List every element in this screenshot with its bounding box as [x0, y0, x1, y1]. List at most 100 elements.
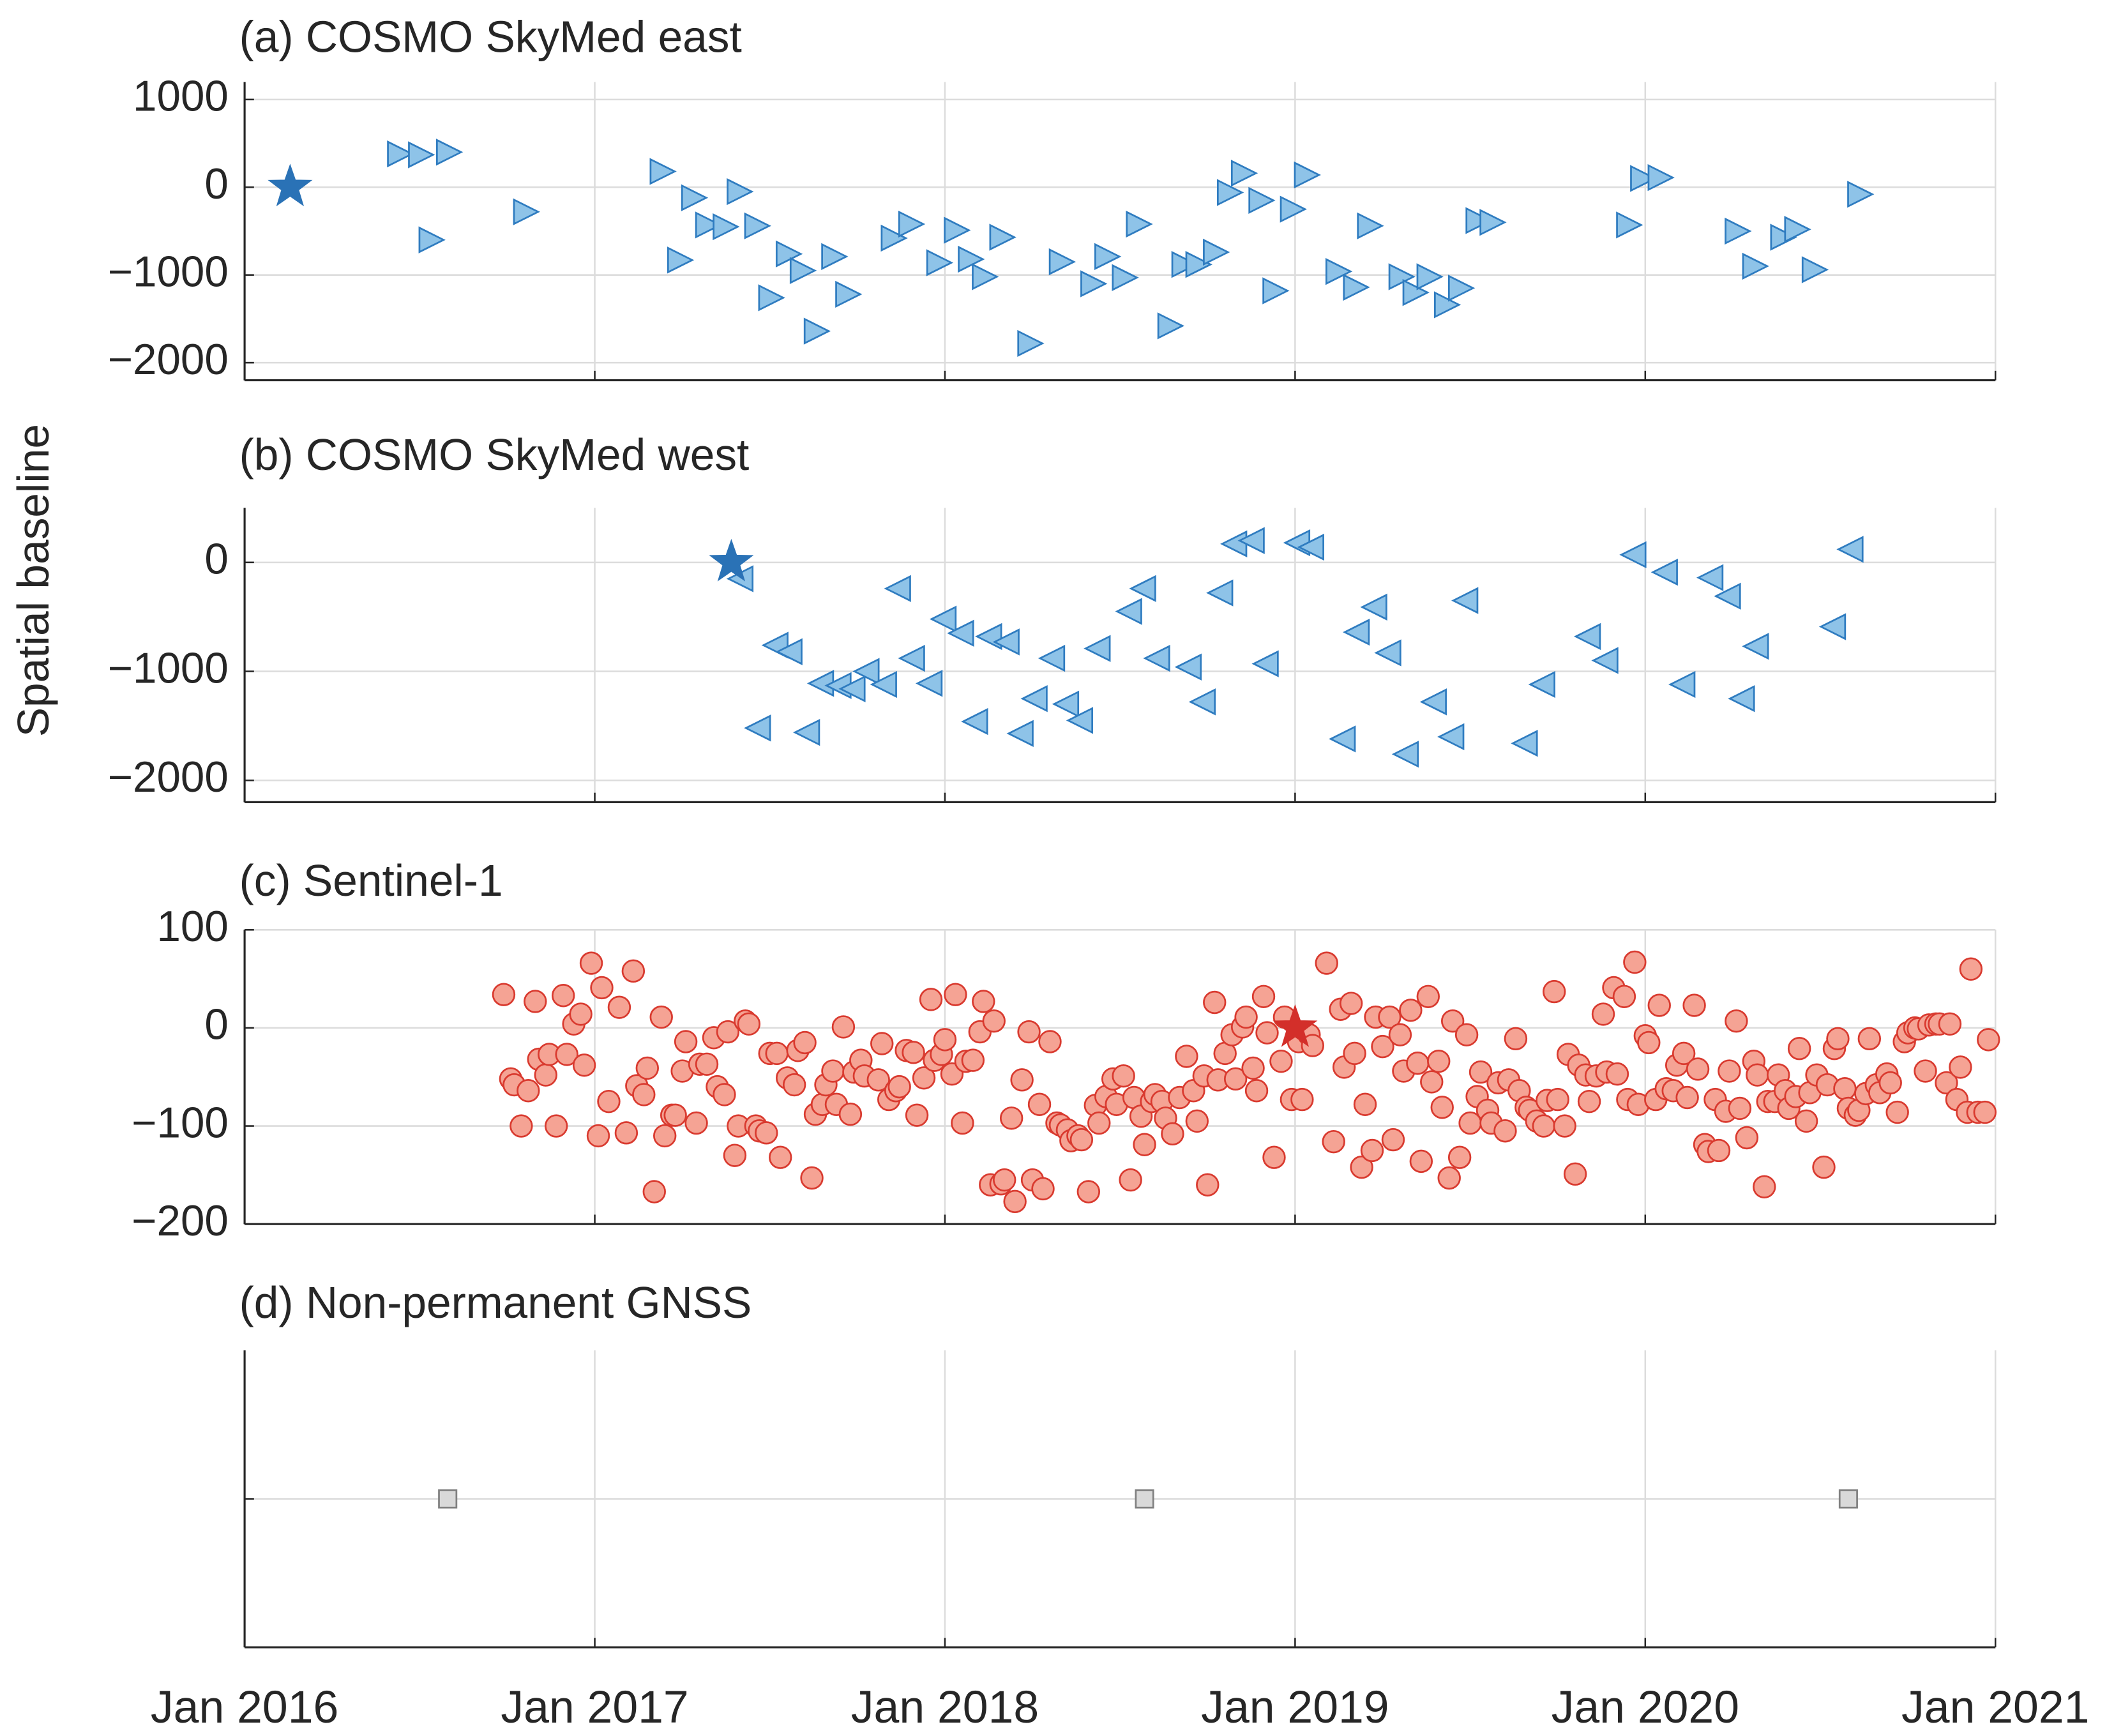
data-point [1493, 1119, 1517, 1143]
data-point [1735, 1126, 1759, 1150]
data-point [1686, 1057, 1710, 1081]
data-point [1230, 160, 1258, 187]
data-point [866, 1068, 890, 1092]
data-point [902, 1041, 925, 1064]
data-point [1223, 1067, 1248, 1091]
data-point [1297, 533, 1325, 561]
data-point [1251, 650, 1279, 677]
data-point [1707, 1138, 1731, 1163]
data-point [569, 1002, 593, 1026]
data-point [1977, 1028, 2000, 1052]
y-tick-label: −1000 [108, 644, 229, 692]
data-point [1185, 251, 1212, 278]
data-point [1350, 1155, 1373, 1179]
data-point [1006, 720, 1034, 747]
data-point [1725, 217, 1752, 245]
data-point [1718, 1059, 1741, 1083]
x-tick-label: Jan 2021 [1901, 1682, 2089, 1733]
data-point [1038, 1030, 1062, 1053]
data-point [621, 959, 646, 983]
data-point [1080, 270, 1108, 298]
data-point [1357, 212, 1384, 239]
x-tick-label: Jan 2018 [851, 1682, 1039, 1733]
data-point [1623, 950, 1647, 974]
data-point [1753, 1175, 1776, 1199]
y-tick-label: 0 [204, 160, 228, 208]
data-point [1838, 1489, 1858, 1509]
data-point [1451, 587, 1479, 614]
data-point [933, 1028, 957, 1052]
data-point [1251, 985, 1276, 1008]
data-point [1280, 195, 1308, 223]
data-point [884, 575, 911, 602]
data-point [1591, 647, 1619, 674]
data-point [590, 976, 614, 1000]
y-axis-label: Spatial baseline [8, 424, 58, 737]
y-tick-label: −100 [132, 1099, 229, 1147]
data-point [1959, 957, 1983, 981]
data-point [1185, 1109, 1209, 1133]
plot-area [243, 929, 2000, 1225]
data-point [898, 210, 926, 238]
data-point [695, 1052, 719, 1076]
data-point [1213, 1041, 1237, 1066]
data-point [1612, 985, 1636, 1008]
data-point [944, 983, 967, 1006]
data-point [649, 1005, 673, 1029]
data-point [1343, 1041, 1366, 1066]
y-tick-label: −2000 [108, 336, 229, 384]
data-point [1543, 979, 1566, 1004]
x-tick-label: Jan 2017 [501, 1682, 688, 1733]
data-point [1885, 1100, 1909, 1124]
data-point [1244, 1079, 1269, 1103]
data-point [653, 1124, 677, 1148]
data-point [713, 1083, 736, 1106]
data-point [510, 1114, 533, 1138]
data-point [1675, 1085, 1699, 1110]
data-point [835, 280, 863, 308]
data-point [765, 1041, 789, 1066]
data-point [1052, 690, 1080, 718]
y-tick-label: 0 [204, 1001, 228, 1049]
data-point [1465, 207, 1493, 234]
data-point [768, 1145, 792, 1169]
data-point [961, 1048, 985, 1072]
data-point [775, 240, 803, 268]
data-point [1017, 329, 1045, 358]
data-point [1857, 1027, 1882, 1051]
data-point [1826, 1027, 1850, 1051]
data-point [1248, 186, 1276, 215]
data-point [1573, 623, 1601, 651]
data-point [1143, 644, 1170, 672]
data-point [1234, 1005, 1258, 1029]
data-point [1360, 1138, 1384, 1163]
data-point [1360, 593, 1387, 621]
data-point [898, 644, 925, 672]
data-point [1630, 165, 1658, 192]
data-point [635, 1056, 659, 1080]
data-point [1171, 251, 1198, 278]
data-point [982, 1009, 1006, 1033]
data-point [1553, 1114, 1576, 1138]
data-point [838, 1102, 863, 1126]
data-point [972, 990, 995, 1013]
data-point [1563, 1162, 1587, 1186]
x-tick-label: Jan 2020 [1552, 1682, 1739, 1733]
data-point [649, 158, 677, 185]
data-point [1847, 181, 1875, 208]
data-point [1339, 992, 1363, 1015]
data-point [408, 141, 435, 169]
data-point [838, 675, 866, 703]
data-point [793, 1030, 817, 1055]
data-point [944, 216, 971, 244]
data-point [1048, 248, 1076, 276]
data-point [1619, 541, 1647, 569]
data-point [1437, 1166, 1461, 1190]
data-point [1742, 252, 1769, 280]
data-point [821, 243, 849, 270]
data-point [1546, 1087, 1569, 1112]
data-point [870, 1032, 894, 1055]
data-point [999, 1106, 1023, 1130]
data-point [492, 983, 516, 1006]
data-point [1069, 1128, 1094, 1152]
